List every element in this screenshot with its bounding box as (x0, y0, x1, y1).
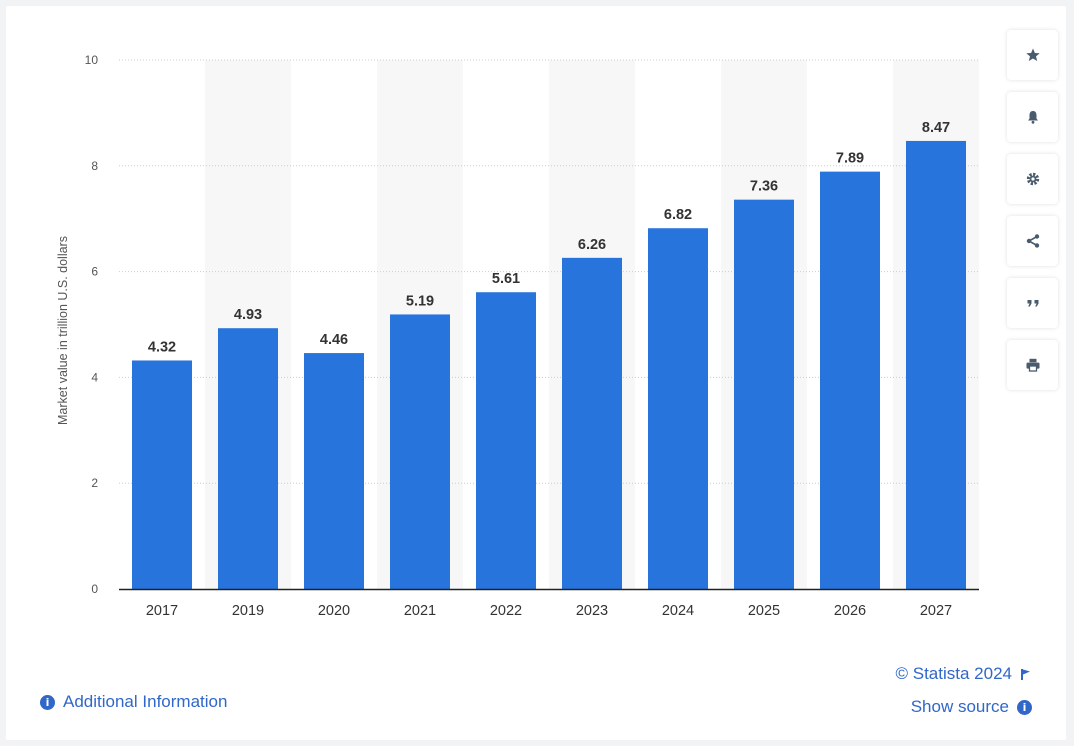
x-tick-label: 2024 (662, 603, 694, 619)
data-label: 4.32 (148, 339, 176, 355)
x-tick-label: 2023 (576, 603, 608, 619)
y-tick-label: 0 (91, 582, 98, 596)
y-tick-label: 10 (85, 53, 99, 67)
bar (476, 292, 536, 589)
bar-chart: 0 2 4 6 8 10 4.32 2017 4.93 2019 4.46 2020 5.19 2021 5… (56, 53, 979, 619)
bar (734, 199, 794, 589)
data-label: 7.89 (836, 151, 864, 167)
settings-button[interactable] (1007, 154, 1058, 204)
bar (304, 353, 364, 589)
y-axis-title: Market value in trillion U.S. dollars (56, 236, 70, 425)
x-tick-label: 2027 (920, 603, 952, 619)
chart-toolbar (1007, 30, 1058, 402)
y-tick-label: 8 (91, 159, 98, 173)
star-icon (1025, 48, 1040, 61)
x-tick-label: 2019 (232, 603, 264, 619)
info-icon: i (40, 694, 55, 710)
chart-card: 0 2 4 6 8 10 4.32 2017 4.93 2019 4.46 2020 5.19 2021 5… (6, 6, 1066, 740)
bell-icon (1027, 111, 1038, 124)
x-tick-label: 2026 (834, 603, 866, 619)
x-tick-label: 2022 (490, 603, 522, 619)
cite-button[interactable] (1007, 278, 1058, 328)
bar (390, 314, 450, 589)
bar (218, 328, 278, 589)
bar (132, 360, 192, 589)
info-icon: i (1017, 699, 1032, 715)
data-label: 7.36 (750, 179, 778, 195)
print-button[interactable] (1007, 340, 1058, 390)
y-tick-label: 4 (91, 370, 98, 384)
x-tick-label: 2021 (404, 603, 436, 619)
gear-icon (1026, 172, 1039, 186)
share-button[interactable] (1007, 216, 1058, 266)
share-icon (1026, 234, 1039, 248)
x-tick-label: 2020 (318, 603, 350, 619)
y-tick-label: 2 (91, 476, 98, 490)
source-block: © Statista 2024 Show source i (895, 662, 1032, 719)
y-tick-label: 6 (91, 265, 98, 279)
copyright-text[interactable]: © Statista 2024 (895, 664, 1013, 683)
additional-information-link[interactable]: i Additional Information (40, 692, 227, 712)
flag-icon (1021, 668, 1030, 680)
bar (906, 140, 966, 589)
additional-information-label: Additional Information (63, 692, 228, 711)
bar (820, 171, 880, 589)
notification-button[interactable] (1007, 92, 1058, 142)
favorite-button[interactable] (1007, 30, 1058, 80)
data-label: 4.46 (320, 332, 348, 348)
quote-icon (1027, 300, 1038, 307)
bar (562, 257, 622, 589)
bar (648, 228, 708, 590)
data-label: 6.26 (578, 237, 606, 253)
x-tick-label: 2025 (748, 603, 780, 619)
data-label: 5.61 (492, 271, 520, 287)
show-source-link[interactable]: Show source i (896, 695, 1032, 719)
show-source-label: Show source (910, 697, 1009, 716)
data-label: 6.82 (664, 207, 692, 223)
printer-icon (1026, 358, 1039, 372)
data-label: 8.47 (922, 120, 950, 136)
data-label: 5.19 (406, 293, 434, 309)
data-label: 4.93 (234, 307, 262, 323)
x-tick-label: 2017 (146, 603, 178, 619)
